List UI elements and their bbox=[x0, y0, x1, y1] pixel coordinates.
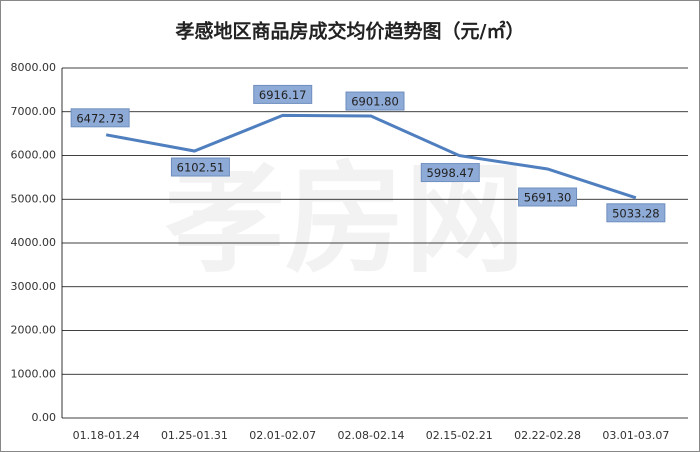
y-tick-label: 0.00 bbox=[32, 411, 57, 424]
value-label: 5998.47 bbox=[427, 166, 475, 180]
value-label-box bbox=[253, 84, 313, 104]
value-label-box bbox=[70, 108, 130, 128]
value-label-box bbox=[606, 203, 666, 223]
x-tick-label: 01.25-01.31 bbox=[161, 429, 228, 442]
y-tick-label: 3000.00 bbox=[11, 280, 57, 293]
x-tick-label: 02.01-02.07 bbox=[249, 429, 316, 442]
value-label: 5033.28 bbox=[612, 206, 660, 220]
x-tick-label: 02.15-02.21 bbox=[426, 429, 493, 442]
x-tick-label: 03.01-03.07 bbox=[602, 429, 669, 442]
y-tick-label: 5000.00 bbox=[11, 192, 57, 205]
y-tick-label: 2000.00 bbox=[11, 324, 57, 337]
value-label: 6102.51 bbox=[177, 161, 225, 175]
y-tick-label: 8000.00 bbox=[11, 61, 57, 74]
x-tick-label: 02.08-02.14 bbox=[338, 429, 405, 442]
y-tick-label: 7000.00 bbox=[11, 105, 57, 118]
chart-title: 孝感地区商品房成交均价趋势图（元/㎡） bbox=[176, 20, 525, 43]
y-tick-label: 6000.00 bbox=[11, 149, 57, 162]
y-tick-label: 4000.00 bbox=[11, 236, 57, 249]
x-tick-label: 01.18-01.24 bbox=[73, 429, 140, 442]
value-label-box bbox=[420, 163, 480, 183]
value-label: 5691.30 bbox=[524, 191, 572, 205]
value-label: 6901.80 bbox=[351, 95, 399, 109]
line bbox=[105, 113, 637, 200]
y-tick-label: 1000.00 bbox=[11, 367, 57, 380]
value-label: 6472.73 bbox=[76, 111, 124, 125]
x-tick-label: 02.22-02.28 bbox=[514, 429, 581, 442]
value-label-box bbox=[345, 91, 405, 111]
value-label-box bbox=[170, 157, 230, 177]
value-label-box bbox=[518, 187, 578, 207]
value-label: 6916.17 bbox=[259, 88, 307, 102]
